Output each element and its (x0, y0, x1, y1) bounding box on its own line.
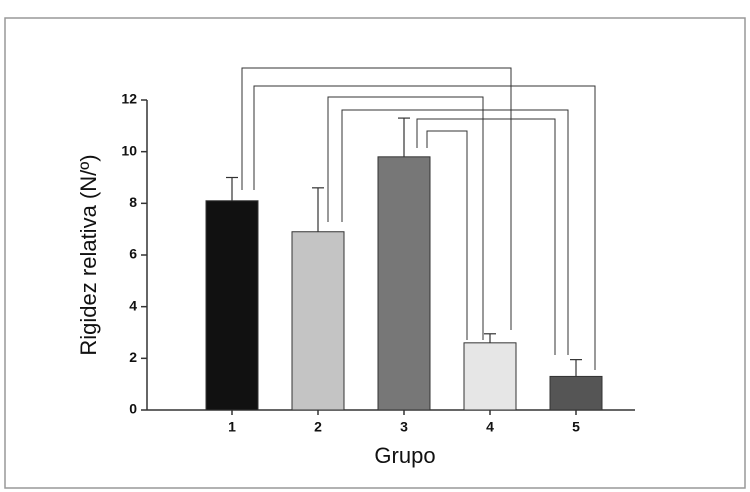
y-tick-label: 8 (129, 194, 137, 210)
bracket (241, 67, 512, 330)
y-tick-label: 12 (121, 91, 137, 107)
bar (463, 342, 517, 411)
y-tick-label: 10 (121, 142, 137, 158)
y-tick-label: 2 (129, 349, 137, 365)
y-axis-label: Rigidez relativa (N/º) (76, 154, 101, 355)
bar (549, 375, 603, 411)
bar (291, 231, 345, 411)
frame (4, 17, 746, 489)
x-tick-label: 3 (400, 419, 408, 435)
bracket (341, 109, 569, 355)
x-tick-label: 2 (314, 419, 322, 435)
bracket (416, 118, 556, 355)
bracket (327, 96, 484, 340)
x-tick-label: 1 (228, 419, 236, 435)
x-tick-label: 4 (486, 419, 494, 435)
bar (205, 200, 259, 411)
x-axis-label: Grupo (374, 443, 435, 468)
bar (377, 156, 431, 411)
bracket (253, 85, 596, 370)
significance-brackets (241, 67, 596, 370)
y-tick-label: 0 (129, 401, 137, 417)
y-tick-label: 6 (129, 246, 137, 262)
bracket (426, 130, 468, 340)
y-tick-label: 4 (129, 297, 137, 313)
x-tick-label: 5 (572, 419, 580, 435)
